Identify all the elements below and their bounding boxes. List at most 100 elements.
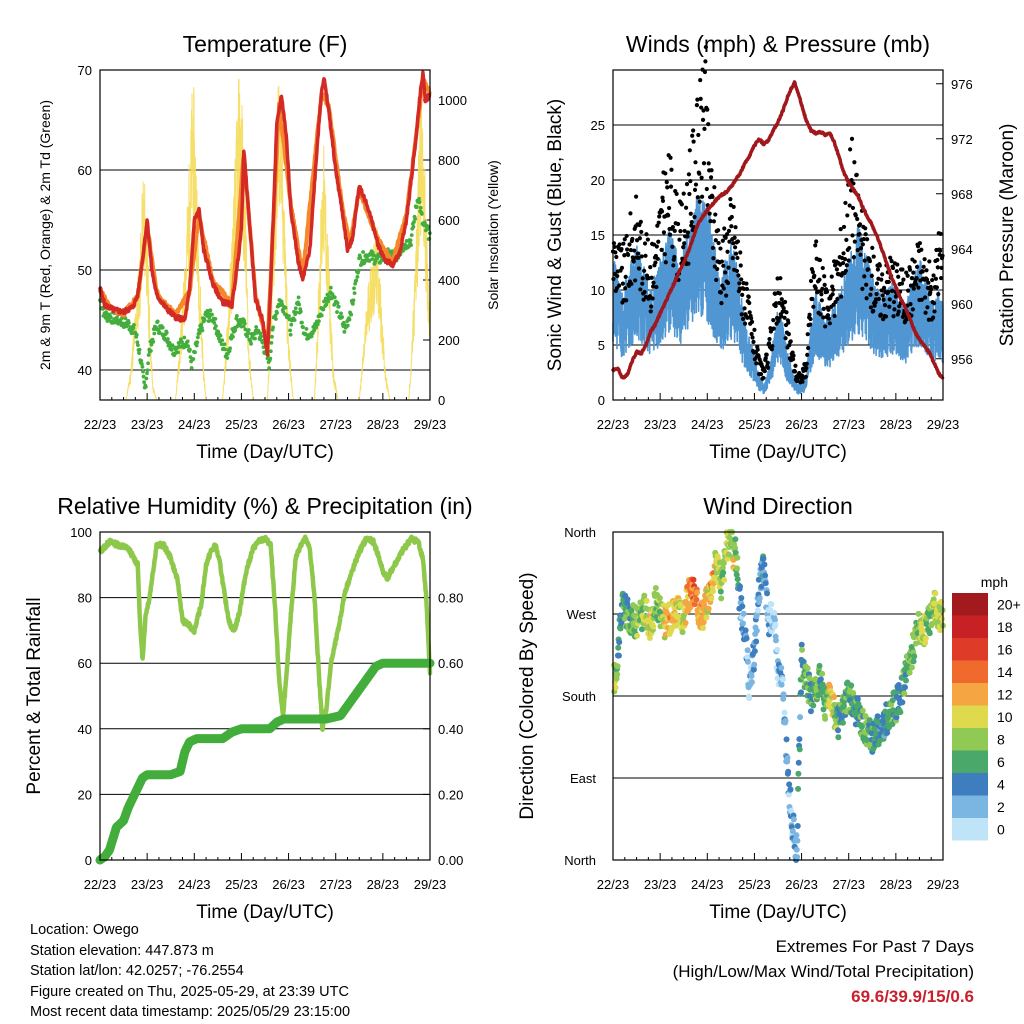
gust-point — [686, 172, 692, 177]
dewpoint-point — [259, 334, 264, 339]
direction-point — [755, 576, 762, 583]
direction-point — [901, 690, 908, 697]
gust-point — [711, 256, 716, 261]
gust-point — [697, 199, 702, 204]
y2-tick-label-2-0: 956 — [951, 352, 973, 367]
direction-point — [734, 554, 741, 561]
gust-point — [703, 59, 708, 64]
gust-point — [700, 117, 706, 122]
gust-point — [643, 253, 648, 258]
rh-series — [97, 534, 433, 732]
direction-point — [866, 717, 873, 724]
gust-point — [619, 265, 625, 270]
dewpoint-point — [146, 361, 150, 366]
gust-point — [724, 293, 729, 298]
direction-point — [737, 583, 744, 590]
gust-point — [892, 307, 897, 312]
gust-point — [671, 263, 676, 268]
gust-point — [720, 238, 725, 243]
direction-point — [789, 828, 796, 835]
extremes-title: Extremes For Past 7 Days — [775, 937, 974, 956]
dewpoint-point — [309, 334, 314, 339]
gust-point — [857, 222, 863, 227]
y-tick-label-2-5: 25 — [591, 118, 605, 133]
dewpoint-point — [222, 342, 227, 347]
gust-point — [909, 276, 914, 281]
x-tick-label-1-4: 26/23 — [272, 417, 305, 432]
gust-point — [638, 219, 643, 224]
gust-point — [821, 306, 826, 311]
direction-point — [819, 670, 826, 677]
gust-point — [818, 312, 823, 317]
gust-point — [864, 282, 869, 287]
gust-point — [891, 314, 896, 319]
direction-point — [815, 692, 822, 699]
dewpoint-point — [193, 350, 197, 355]
dewpoint-point — [249, 341, 253, 346]
gust-point — [708, 175, 714, 180]
dewpoint-point — [246, 328, 251, 332]
gust-point — [873, 300, 878, 305]
panel-frame-1 — [99, 69, 431, 401]
gust-point — [810, 296, 815, 302]
gust-point — [880, 293, 885, 298]
gust-point — [807, 312, 812, 317]
gust-point — [788, 339, 793, 344]
direction-point — [690, 576, 697, 583]
dewpoint-point — [231, 334, 235, 339]
gust-point — [715, 266, 720, 272]
dewpoint-point — [213, 316, 218, 321]
direction-point — [656, 595, 663, 602]
gust-point — [635, 251, 641, 256]
dewpoint-point — [268, 349, 273, 354]
colorbar-label-5: 10 — [997, 709, 1013, 725]
direction-point — [772, 637, 779, 644]
dewpoint-point — [149, 349, 153, 353]
direction-point — [720, 569, 727, 576]
gust-point — [650, 284, 656, 289]
gust-point — [638, 287, 643, 292]
gust-point — [737, 281, 742, 286]
gust-point — [623, 274, 628, 279]
gust-point — [685, 230, 691, 235]
direction-point — [764, 590, 771, 597]
direction-point — [624, 596, 631, 603]
x-tick-label-2-4: 26/23 — [785, 417, 818, 432]
x-tick-label-4-3: 25/23 — [738, 877, 771, 892]
dewpoint-point — [254, 325, 259, 329]
dewpoint-point — [419, 212, 424, 216]
gust-point — [889, 259, 894, 264]
dewpoint-point — [140, 364, 145, 369]
y2-tick-label-2-1: 960 — [951, 297, 973, 312]
temp-2m-series — [98, 70, 432, 357]
gust-point — [782, 315, 787, 320]
direction-point — [614, 671, 621, 678]
gust-point — [716, 228, 721, 233]
direction-point — [761, 561, 768, 568]
dewpoint-point — [194, 343, 199, 348]
gust-point — [746, 294, 751, 299]
gust-point — [691, 128, 696, 133]
x-tick-label-1-2: 24/23 — [178, 417, 211, 432]
gust-point — [672, 228, 677, 233]
gust-point — [695, 97, 700, 102]
gust-point — [728, 197, 733, 202]
dewpoint-point — [220, 338, 225, 343]
gust-point — [783, 336, 788, 341]
dewpoint-point — [149, 342, 154, 347]
direction-point — [700, 625, 707, 632]
dewpoint-point — [167, 340, 172, 345]
dewpoint-point — [182, 335, 187, 340]
gust-point — [811, 304, 816, 309]
dewpoint-point — [245, 334, 249, 339]
direction-point — [718, 595, 725, 602]
direction-point — [643, 597, 650, 604]
gust-point — [727, 239, 732, 244]
gust-point — [894, 269, 899, 274]
direction-point — [721, 576, 728, 583]
dewpoint-point — [409, 243, 414, 247]
dewpoint-point — [293, 306, 298, 311]
direction-point — [628, 607, 635, 614]
gust-point — [786, 320, 791, 325]
gust-point — [779, 297, 784, 302]
